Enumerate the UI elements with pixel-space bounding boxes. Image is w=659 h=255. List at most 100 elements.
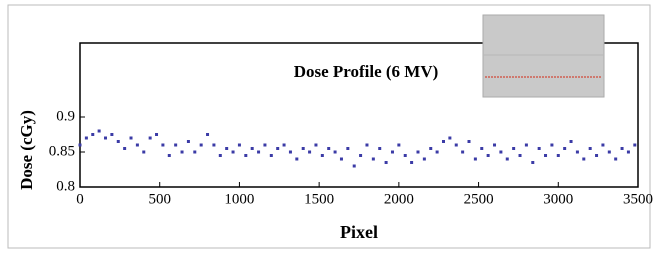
- point: [98, 130, 101, 133]
- point: [346, 147, 349, 150]
- point: [582, 158, 585, 161]
- point: [589, 147, 592, 150]
- point: [117, 140, 120, 143]
- point: [181, 151, 184, 154]
- point: [359, 154, 362, 157]
- point: [123, 147, 126, 150]
- point: [168, 154, 171, 157]
- point: [302, 147, 305, 150]
- point: [225, 147, 228, 150]
- x-tick-label: 1000: [224, 191, 254, 207]
- point: [136, 144, 139, 147]
- point: [544, 154, 547, 157]
- point: [512, 147, 515, 150]
- point: [327, 147, 330, 150]
- point: [340, 158, 343, 161]
- point: [334, 151, 337, 154]
- point: [219, 154, 222, 157]
- point: [525, 144, 528, 147]
- point: [391, 151, 394, 154]
- chart-title: Dose Profile (6 MV): [294, 62, 439, 81]
- point: [423, 158, 426, 161]
- point: [487, 154, 490, 157]
- x-tick-label: 1500: [304, 191, 334, 207]
- point: [474, 158, 477, 161]
- y-tick-label: 0.8: [56, 178, 75, 194]
- y-tick-label: 0.9: [56, 108, 75, 124]
- point: [283, 144, 286, 147]
- x-tick-label: 2500: [464, 191, 494, 207]
- point: [238, 144, 241, 147]
- point: [232, 151, 235, 154]
- inset-image: [483, 15, 604, 97]
- point: [257, 151, 260, 154]
- point: [276, 147, 279, 150]
- x-tick-label: 3500: [623, 191, 653, 207]
- point: [627, 151, 630, 154]
- point: [550, 144, 553, 147]
- point: [397, 144, 400, 147]
- point: [206, 133, 209, 136]
- point: [601, 144, 604, 147]
- point: [314, 144, 317, 147]
- point: [212, 144, 215, 147]
- point: [461, 151, 464, 154]
- point: [91, 133, 94, 136]
- point: [200, 144, 203, 147]
- chart: Dose Profile (6 MV) Pixel Dose (cGy) 0.8…: [0, 0, 659, 255]
- point: [85, 137, 88, 140]
- point: [295, 158, 298, 161]
- point: [149, 137, 152, 140]
- point: [270, 154, 273, 157]
- point: [353, 165, 356, 168]
- point: [436, 151, 439, 154]
- point: [448, 137, 451, 140]
- point: [385, 161, 388, 164]
- point: [416, 151, 419, 154]
- point: [633, 144, 636, 147]
- point: [608, 151, 611, 154]
- x-tick-label: 2000: [384, 191, 414, 207]
- x-axis-label: Pixel: [340, 222, 378, 242]
- point: [187, 140, 190, 143]
- point: [155, 133, 158, 136]
- point: [531, 161, 534, 164]
- point: [499, 151, 502, 154]
- point: [263, 144, 266, 147]
- point: [538, 147, 541, 150]
- x-tick-label: 500: [148, 191, 171, 207]
- point: [193, 151, 196, 154]
- point: [365, 144, 368, 147]
- point: [251, 147, 254, 150]
- point: [161, 144, 164, 147]
- point: [429, 147, 432, 150]
- x-tick-label: 3000: [543, 191, 573, 207]
- point: [442, 140, 445, 143]
- y-axis-label: Dose (cGy): [17, 110, 36, 190]
- point: [308, 151, 311, 154]
- point: [621, 147, 624, 150]
- point: [142, 151, 145, 154]
- point: [455, 144, 458, 147]
- point: [468, 140, 471, 143]
- point: [570, 140, 573, 143]
- point: [130, 137, 133, 140]
- point: [244, 154, 247, 157]
- y-tick-label: 0.85: [49, 143, 75, 159]
- x-tick-label: 0: [76, 191, 84, 207]
- point: [110, 133, 113, 136]
- point: [557, 154, 560, 157]
- point: [372, 158, 375, 161]
- point: [614, 158, 617, 161]
- point: [404, 154, 407, 157]
- point: [410, 161, 413, 164]
- point: [79, 144, 82, 147]
- point: [595, 154, 598, 157]
- point: [321, 154, 324, 157]
- point: [174, 144, 177, 147]
- point: [563, 147, 566, 150]
- point: [480, 147, 483, 150]
- point: [576, 151, 579, 154]
- point: [289, 151, 292, 154]
- point: [104, 137, 107, 140]
